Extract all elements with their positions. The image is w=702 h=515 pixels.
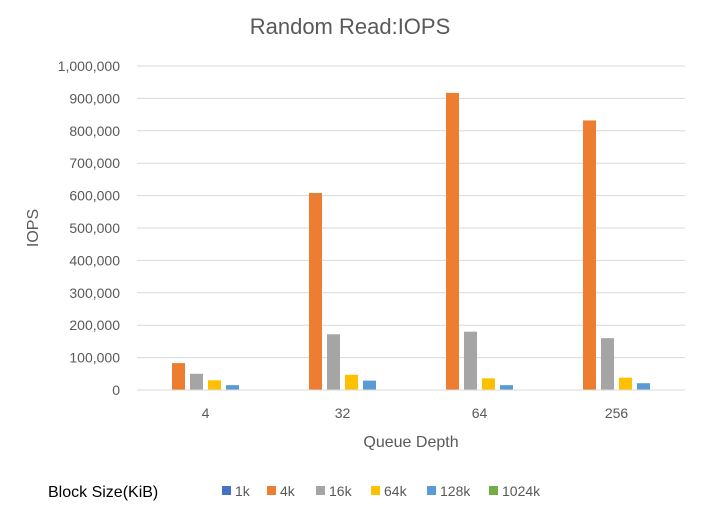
bar-128k-qd-256 [637, 383, 650, 390]
x-tick-label: 256 [605, 405, 629, 421]
y-axis-ticks: 0 100,000 200,000 300,000 400,000 500,000 600,… [58, 58, 121, 398]
y-axis-title: IOPS [25, 209, 42, 247]
bar-64k-qd-64 [482, 378, 495, 390]
y-tick-label: 700,000 [69, 155, 120, 171]
legend-swatch-16k [316, 486, 325, 495]
y-tick-label: 200,000 [69, 317, 120, 333]
bar-128k-qd-4 [226, 385, 239, 390]
x-tick-label: 4 [202, 405, 210, 421]
bar-64k-qd-32 [345, 374, 358, 390]
x-tick-label: 32 [335, 405, 351, 421]
bar-64k-qd-4 [208, 380, 221, 390]
bar-4k-qd-32 [309, 193, 322, 390]
y-tick-label: 300,000 [69, 285, 120, 301]
chart-title: Random Read:IOPS [250, 14, 451, 39]
y-tick-label: 1,000,000 [58, 58, 120, 74]
legend-title: Block Size(KiB) [48, 484, 158, 501]
bar-4k-qd-4 [172, 363, 185, 390]
y-tick-label: 400,000 [69, 252, 120, 268]
bar-16k-qd-4 [190, 373, 203, 390]
bar-128k-qd-32 [363, 380, 376, 390]
y-tick-label: 900,000 [69, 90, 120, 106]
legend-label-1024k: 1024k [502, 483, 541, 499]
x-axis-title: Queue Depth [363, 434, 458, 451]
x-tick-label: 64 [472, 405, 488, 421]
legend-label-1k: 1k [235, 483, 251, 499]
y-tick-label: 0 [112, 382, 120, 398]
legend-swatch-128k [427, 486, 436, 495]
y-tick-label: 800,000 [69, 123, 120, 139]
y-tick-label: 600,000 [69, 188, 120, 204]
y-tick-label: 500,000 [69, 220, 120, 236]
x-axis-ticks: 4 32 64 256 [202, 405, 629, 421]
bar-16k-qd-256 [601, 338, 614, 390]
bar-4k-qd-64 [446, 92, 459, 390]
gridlines [137, 65, 685, 359]
legend-label-64k: 64k [384, 483, 408, 499]
bar-16k-qd-32 [327, 334, 340, 390]
bars [172, 92, 650, 390]
legend-label-16k: 16k [329, 483, 353, 499]
legend-swatch-1024k [489, 486, 498, 495]
legend-swatch-4k [267, 486, 276, 495]
legend-label-128k: 128k [440, 483, 471, 499]
legend-label-4k: 4k [280, 483, 296, 499]
bar-4k-qd-256 [583, 120, 596, 390]
legend-swatch-64k [371, 486, 380, 495]
legend-swatch-1k [222, 486, 231, 495]
legend: 1k 4k 16k 64k 128k 1024k [222, 483, 541, 499]
bar-16k-qd-64 [464, 331, 477, 390]
bar-128k-qd-64 [500, 385, 513, 390]
y-tick-label: 100,000 [69, 350, 120, 366]
bar-64k-qd-256 [619, 377, 632, 390]
